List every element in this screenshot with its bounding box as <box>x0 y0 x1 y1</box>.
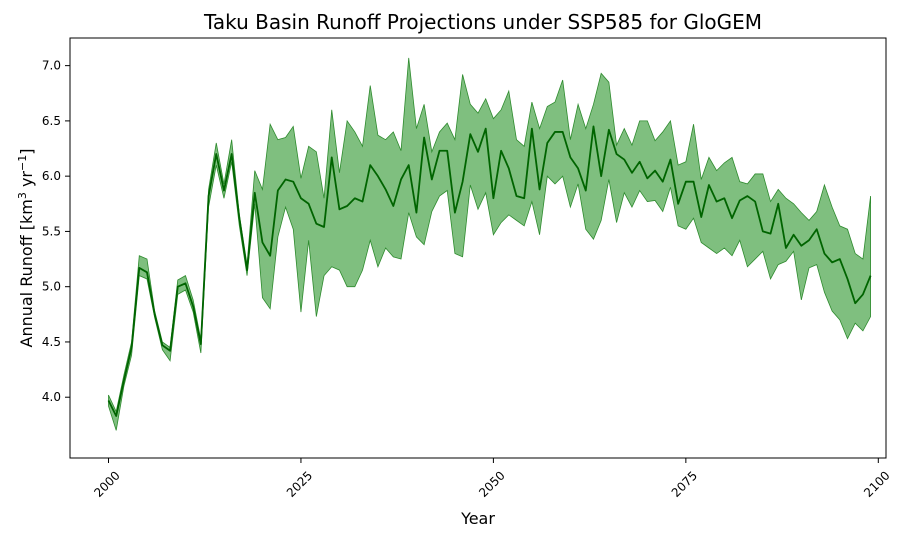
y-tick-label: 7.0 <box>42 59 61 73</box>
y-axis-label-main: Annual Runoff [km <box>17 199 36 347</box>
chart-title: Taku Basin Runoff Projections under SSP5… <box>203 10 762 34</box>
y-axis-label: Annual Runoff [km3 yr−1] <box>16 149 36 348</box>
y-tick-label: 5.5 <box>42 224 61 238</box>
y-axis-label-sup-1: 3 <box>16 192 29 199</box>
uncertainty-band <box>108 57 871 431</box>
x-tick-label: 2000 <box>91 468 122 499</box>
x-axis: 2000 2025 2050 2075 2100 <box>91 458 893 500</box>
y-tick-label: 6.0 <box>42 169 61 183</box>
y-tick-label: 4.0 <box>42 390 61 404</box>
x-tick-label: 2100 <box>861 468 892 499</box>
y-tick-label: 4.5 <box>42 335 61 349</box>
y-axis-label-sup-2: −1 <box>16 155 29 171</box>
y-axis: 4.0 4.5 5.0 5.5 6.0 6.5 7.0 <box>42 59 70 404</box>
x-tick-label: 2050 <box>476 468 507 499</box>
plot-area <box>107 57 872 431</box>
x-axis-label: Year <box>460 509 495 528</box>
y-tick-label: 5.0 <box>42 280 61 294</box>
y-axis-label-mid: yr <box>17 171 36 193</box>
mean-runoff-line <box>107 125 872 417</box>
x-tick-label: 2025 <box>284 468 315 499</box>
plot-frame <box>69 37 887 459</box>
y-axis-label-end: ] <box>17 149 36 155</box>
x-tick-label: 2075 <box>669 468 700 499</box>
y-tick-label: 6.5 <box>42 114 61 128</box>
